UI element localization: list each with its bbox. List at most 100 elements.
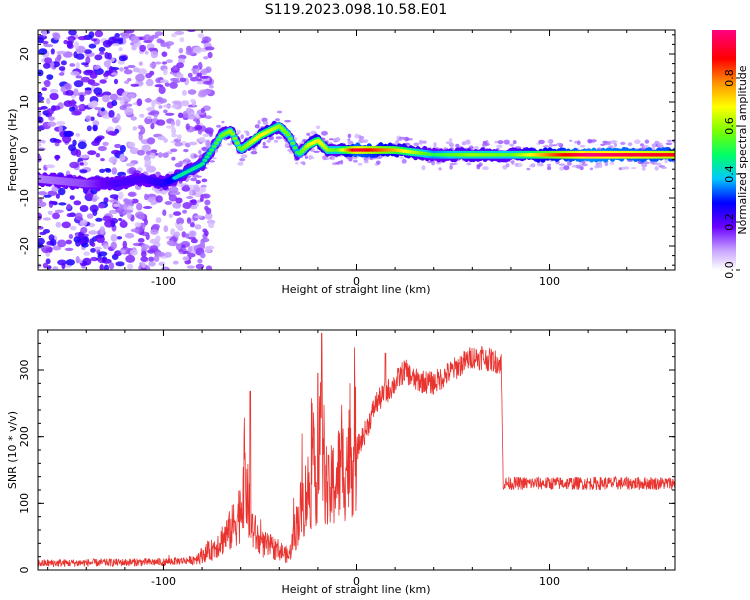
halo-blob <box>418 139 423 145</box>
noise-blob <box>132 126 138 131</box>
noise-blob <box>38 139 43 144</box>
halo-blob <box>514 162 519 167</box>
halo-blob <box>666 139 673 142</box>
noise-blob <box>98 46 106 53</box>
noise-blob <box>130 83 140 87</box>
noise-blob <box>70 71 80 76</box>
colorbar-label: Normalized spectral amplitude <box>736 65 749 234</box>
noise-blob <box>119 98 125 106</box>
noise-blob <box>151 99 156 108</box>
noise-blob <box>204 246 212 253</box>
noise-blob <box>161 51 168 57</box>
noise-blob <box>201 178 208 183</box>
noise-blob <box>190 238 198 244</box>
noise-blob <box>181 231 187 238</box>
y-tick-label: -20 <box>18 237 31 255</box>
noise-blob <box>204 46 215 51</box>
noise-blob <box>152 223 160 230</box>
ridge-core <box>230 132 236 136</box>
noise-blob <box>66 40 73 49</box>
noise-blob <box>138 133 143 141</box>
noise-blob <box>163 225 169 233</box>
noise-blob <box>119 105 127 111</box>
noise-blob <box>101 258 112 264</box>
noise-blob <box>123 66 129 70</box>
noise-blob <box>162 104 172 108</box>
noise-blob <box>38 191 47 196</box>
noise-blob <box>69 225 77 231</box>
noise-blob <box>69 195 75 201</box>
noise-blob <box>149 62 157 69</box>
noise-blob <box>204 199 211 206</box>
noise-blob <box>65 90 75 96</box>
noise-blob <box>165 235 171 240</box>
noise-blob <box>189 230 196 238</box>
noise-blob <box>113 78 119 85</box>
noise-blob <box>78 104 84 110</box>
halo-blob <box>595 163 603 169</box>
halo-blob <box>262 145 269 149</box>
noise-blob <box>38 212 43 221</box>
noise-blob <box>69 63 76 67</box>
y-tick-label: 0 <box>18 147 31 154</box>
halo-blob <box>547 163 551 167</box>
noise-blob <box>201 89 212 95</box>
noise-blob <box>146 137 156 145</box>
noise-blob <box>185 50 194 56</box>
noise-blob <box>70 99 76 108</box>
halo-blob <box>644 139 650 144</box>
noise-blob <box>63 39 68 45</box>
noise-blob <box>127 78 132 82</box>
halo-blob <box>273 139 279 143</box>
noise-blob <box>139 44 147 52</box>
snr-ylabel: SNR (10 * v/v) <box>6 411 19 489</box>
halo-blob <box>443 147 449 150</box>
noise-blob <box>174 141 183 147</box>
noise-blob <box>194 124 203 131</box>
noise-blob <box>169 81 178 89</box>
noise-blob <box>106 126 114 132</box>
noise-blob <box>161 61 168 65</box>
noise-blob <box>195 180 201 184</box>
halo-blob <box>335 161 340 165</box>
snr-line <box>38 332 675 568</box>
noise-blob <box>196 80 205 85</box>
noise-blob <box>65 239 73 245</box>
noise-blob <box>153 113 158 118</box>
noise-blob <box>61 221 71 229</box>
noise-blob <box>45 164 56 169</box>
noise-blob <box>144 98 152 103</box>
noise-blob <box>108 156 118 164</box>
noise-blob <box>46 108 54 115</box>
noise-blob <box>102 215 112 222</box>
noise-blob <box>79 94 85 102</box>
noise-blob <box>118 47 123 52</box>
halo-blob <box>627 142 633 147</box>
noise-blob <box>144 50 149 55</box>
noise-blob <box>109 217 119 224</box>
noise-blob <box>95 217 103 222</box>
noise-blob <box>85 115 92 122</box>
noise-blob <box>193 46 203 54</box>
noise-blob <box>71 110 82 116</box>
noise-blob <box>193 186 201 192</box>
noise-blob <box>168 194 178 202</box>
x-tick-label: 100 <box>539 575 560 588</box>
noise-blob <box>163 109 168 114</box>
halo-blob <box>654 166 659 171</box>
halo-blob <box>401 158 407 164</box>
snr-marks <box>38 332 675 568</box>
halo-blob <box>221 120 225 124</box>
halo-blob <box>633 139 641 144</box>
noise-blob <box>69 106 76 112</box>
y-tick-label: 0 <box>18 567 31 574</box>
halo-blob <box>468 146 474 149</box>
noise-blob <box>52 212 60 220</box>
noise-blob <box>198 136 206 142</box>
noise-blob <box>173 211 182 216</box>
noise-blob <box>179 77 187 83</box>
halo-blob <box>497 140 504 145</box>
noise-blob <box>162 209 167 216</box>
noise-blob <box>176 62 185 69</box>
noise-blob <box>117 96 123 101</box>
